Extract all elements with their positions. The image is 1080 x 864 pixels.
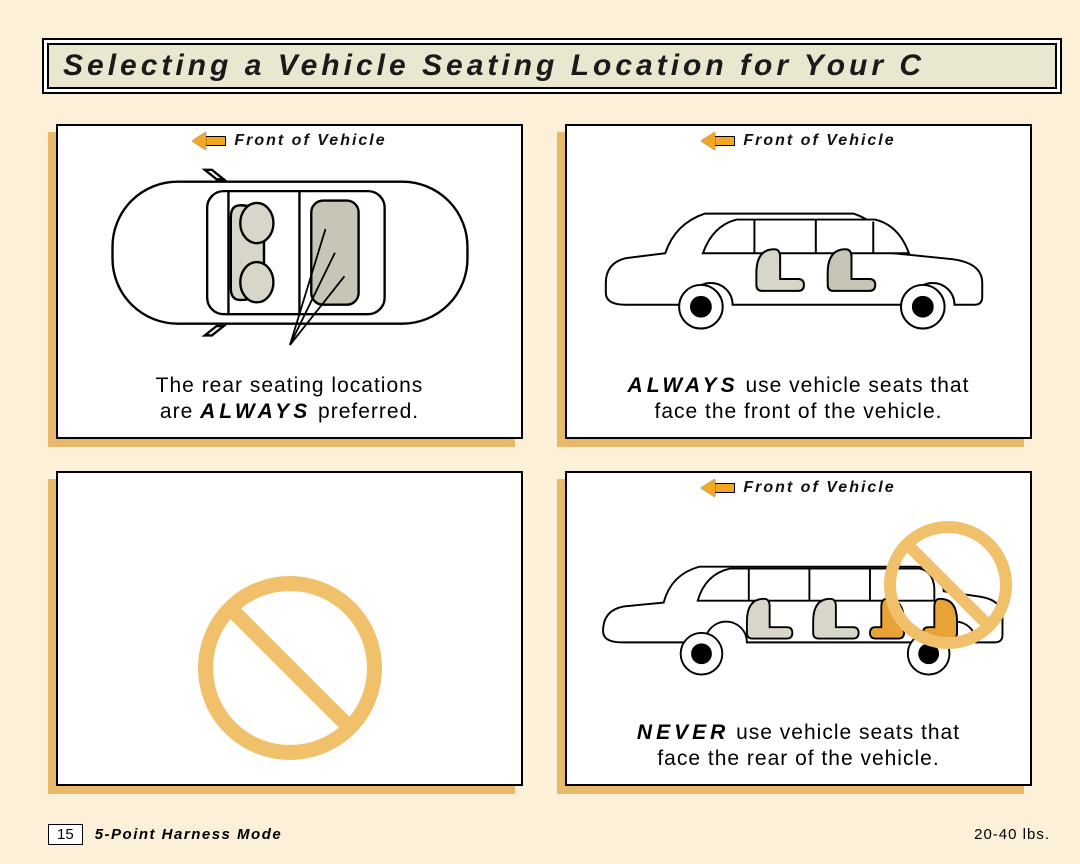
panel-body: .panel-wrap:nth-child(3) .prohibit::befo… [56, 471, 523, 786]
front-label-text: Front of Vehicle [234, 132, 386, 150]
caption-line2: face the front of the vehicle. [655, 400, 943, 423]
caption-pre: are [160, 400, 200, 423]
caption-line1: use vehicle seats that [739, 374, 970, 397]
caption: NEVER use vehicle seats that face the re… [567, 714, 1030, 785]
panel-top-left: Front of Vehicle [48, 124, 523, 447]
front-label: Front of Vehicle [567, 473, 1030, 497]
arrow-left-icon [192, 134, 226, 148]
front-label: Front of Vehicle [58, 126, 521, 150]
panel-body: Front of Vehicle [565, 471, 1032, 786]
page-title: Selecting a Vehicle Seating Location for… [63, 49, 925, 83]
title-frame: Selecting a Vehicle Seating Location for… [42, 38, 1062, 94]
caption-emph: NEVER [637, 721, 729, 744]
caption: ALWAYS use vehicle seats that face the f… [567, 367, 1030, 438]
prohibit-icon: .panel-wrap:nth-child(3) .prohibit::befo… [198, 576, 382, 760]
panel-grid: Front of Vehicle [48, 124, 1032, 794]
caption-line1: The rear seating locations [156, 374, 424, 397]
caption-line1: use vehicle seats that [729, 721, 960, 744]
panel-body: Front of Vehicle [56, 124, 523, 439]
caption: The rear seating locations are ALWAYS pr… [58, 367, 521, 438]
car-top-svg [77, 158, 503, 359]
illustration-van-rear: .panel-wrap:nth-child(3) .prohibit::befo… [58, 473, 521, 786]
mode-label: 5-Point Harness Mode [95, 826, 283, 843]
front-label: Front of Vehicle [567, 126, 1030, 150]
panel-body: Front of Vehicle [565, 124, 1032, 439]
panel-bottom-right: Front of Vehicle [557, 471, 1032, 794]
caption-post: preferred. [311, 400, 419, 423]
title-inner: Selecting a Vehicle Seating Location for… [47, 43, 1057, 89]
page-number: 15 [48, 824, 83, 845]
illustration-sedan-side [567, 150, 1030, 367]
caption-line2: face the rear of the vehicle. [657, 747, 939, 770]
front-label-text: Front of Vehicle [743, 479, 895, 497]
sedan-svg [586, 174, 1012, 342]
front-label-text: Front of Vehicle [743, 132, 895, 150]
caption-emph: ALWAYS [628, 374, 739, 397]
illustration-car-top [58, 150, 521, 367]
weight-label: 20-40 lbs. [974, 826, 1050, 843]
prohibit-icon: .panel-wrap:nth-child(4) .prohibit{posit… [884, 521, 1012, 649]
caption-emph: ALWAYS [200, 400, 311, 423]
arrow-left-icon [701, 481, 735, 495]
illustration-wagon-side: .panel-wrap:nth-child(4) .prohibit{posit… [567, 497, 1030, 714]
arrow-left-icon [701, 134, 735, 148]
panel-top-right: Front of Vehicle [557, 124, 1032, 447]
panel-bottom-left: .panel-wrap:nth-child(3) .prohibit::befo… [48, 471, 523, 794]
footer: 15 5-Point Harness Mode 20-40 lbs. [48, 822, 1060, 846]
